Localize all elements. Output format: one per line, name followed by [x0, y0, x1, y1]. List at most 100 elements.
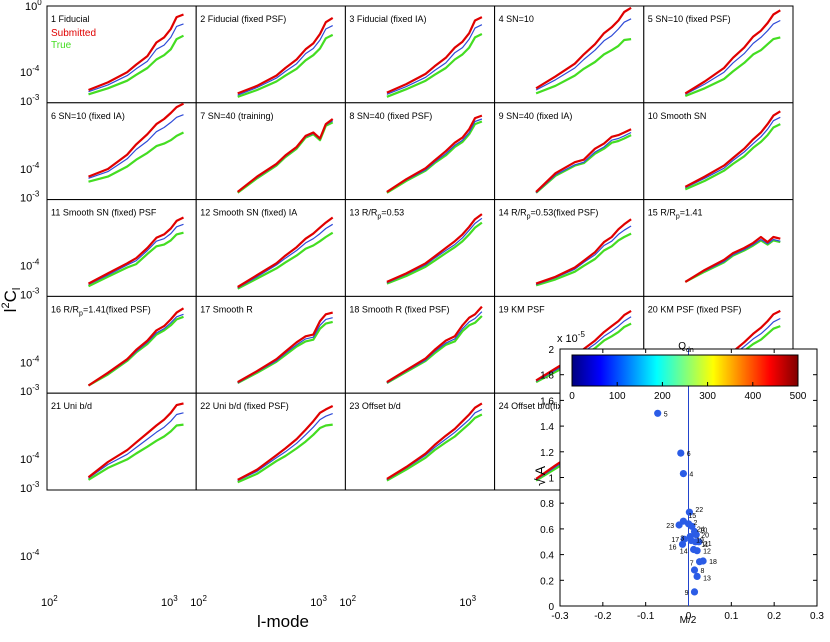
scatter-point-label: 6 [687, 451, 691, 458]
panel-2: 2 Fiducial (fixed PSF) [195, 5, 346, 104]
panel-frame [46, 5, 197, 104]
panel-frame [643, 102, 794, 201]
series-mid-line [237, 25, 333, 96]
scatter-point-label: 16 [669, 544, 677, 551]
scatter-point-label: 21 [704, 541, 712, 548]
panel-title: 8 SN=40 (fixed PSF) [349, 111, 432, 121]
panel-title: 21 Uni b/d [51, 401, 92, 411]
series-true-line [535, 38, 632, 95]
y-tick-row1-low-exp: -3 [32, 190, 40, 199]
x-tick-col0-100: 102 [41, 594, 58, 609]
y-tick-row5-mid: 10-4 [20, 548, 40, 563]
y-tick-top: 100 [25, 0, 42, 13]
y-tick-row4-low-exp: -3 [32, 480, 40, 489]
panel-title-text: SN=40 (fixed IA) [506, 111, 572, 121]
scatter-point-label: 18 [709, 559, 717, 566]
y-tick-label: 0 [548, 602, 554, 613]
scatter-point [675, 521, 683, 529]
y-tick-label: 0.4 [540, 551, 554, 562]
y-multiplier: x 10-5 [557, 330, 585, 345]
panel-10: 10 Smooth SN [643, 102, 794, 201]
y-tick-row2-mid: 10-4 [20, 258, 40, 273]
panel-number: 22 [200, 401, 210, 411]
x-tick-label: -0.2 [594, 611, 612, 622]
y-tick-label: 0.8 [540, 499, 554, 510]
panel-frame [195, 295, 346, 394]
series-submitted-line [88, 102, 184, 178]
panel-title-after: =1.41 [680, 208, 703, 218]
series-submitted-line [237, 118, 334, 193]
series-submitted-line [684, 110, 781, 188]
scatter-point-label: 23 [666, 523, 674, 530]
panel-number: 5 [648, 14, 653, 24]
series-mid-line [237, 223, 334, 289]
panel-title-text: R/R [64, 304, 80, 314]
series-submitted-line [386, 16, 483, 94]
panel-title: 11 Smooth SN (fixed) PSF [51, 208, 157, 218]
panel-title-text: R/R [362, 208, 378, 218]
scatter-chart: -0.3 -0.2 -0.1 0 0.1 0.2 0.3 0 0.2 0.4 0.6 0.8 1 1.2 1… [532, 330, 824, 626]
panel-frame [195, 102, 346, 201]
series-mid-line [535, 18, 632, 91]
scatter-point-label: 5 [664, 411, 668, 418]
panel-title: 19 KM PSF [499, 304, 546, 314]
panel-title-after: =1.41(fixed PSF) [83, 304, 151, 314]
scatter-point-label: 9 [685, 590, 689, 597]
y-tick-row4-mid-exp: -4 [32, 451, 40, 460]
scatter-point-label: 22 [695, 507, 703, 514]
scatter-point-label: 3 [680, 536, 684, 543]
x-tick-col0-1000: 103 [161, 594, 178, 609]
panel-title-text: Smooth R (fixed PSF) [362, 304, 450, 314]
panel-number: 20 [648, 304, 658, 314]
series-true-line [87, 315, 184, 387]
panel-1: 1 Fiducial [46, 5, 197, 104]
series-mid-line [386, 311, 483, 384]
panel-frame [643, 199, 794, 297]
scatter-point [679, 470, 688, 478]
panel-5: 5 SN=10 (fixed PSF) [643, 5, 794, 104]
y-tick-row4-low-base: 10 [20, 483, 32, 495]
panel-number: 14 [499, 208, 509, 218]
y-tick-label: 1.6 [540, 396, 554, 407]
scatter-point-label: 13 [703, 575, 711, 582]
series-submitted-line [87, 307, 185, 387]
series-true-line [88, 131, 184, 183]
y-tick-row3-low-exp: -3 [32, 383, 40, 392]
series-submitted-line [237, 405, 334, 481]
panel-title-text: Smooth SN [660, 111, 706, 121]
series-true-line [88, 231, 184, 288]
scatter-point-label: 10 [700, 528, 708, 535]
panel-number: 19 [499, 304, 509, 314]
colorbar-title: Qdn [678, 341, 694, 354]
y-tick-row2-low-base: 10 [20, 289, 32, 301]
colorbar-tick-label: 500 [790, 391, 807, 402]
y-tick-label: 1.8 [540, 371, 554, 382]
panel-number: 6 [51, 111, 56, 121]
panel-number: 24 [499, 401, 509, 411]
x-tick-label: -0.3 [551, 611, 569, 622]
panel-number: 15 [648, 208, 658, 218]
scatter-point [690, 545, 698, 554]
y-tick-label: 1.4 [540, 422, 554, 433]
panel-22: 22 Uni b/d (fixed PSF) [195, 392, 346, 491]
scatter-point-label: 20 [701, 533, 709, 540]
scatter-point-label: 17 [671, 537, 679, 544]
panel-number: 13 [349, 208, 359, 218]
colorbar-tick-label: 0 [569, 391, 575, 402]
x-tick-col2-100-exp: 2 [352, 594, 357, 603]
colorbar-bar [571, 354, 799, 387]
series-mid-line [88, 114, 184, 179]
panel-frame [46, 102, 197, 201]
panel-title-after: =0.53(fixed PSF) [531, 208, 599, 218]
panel-15: 15 R/Rp=1.41 [643, 199, 794, 297]
colorbar-tick-label: 200 [654, 391, 671, 402]
y-tick-row0-low: 10-3 [20, 93, 40, 108]
y-axis-label-sub: l [11, 288, 23, 290]
series-submitted-line [386, 305, 483, 384]
series-true-line [386, 221, 483, 285]
x-tick-col1-1000-exp: 3 [322, 594, 327, 603]
panel-title-text: Uni b/d (fixed PSF) [213, 401, 289, 411]
y-tick-row1-low: 10-3 [20, 190, 40, 205]
y-tick-row0-mid-base: 10 [20, 67, 32, 79]
